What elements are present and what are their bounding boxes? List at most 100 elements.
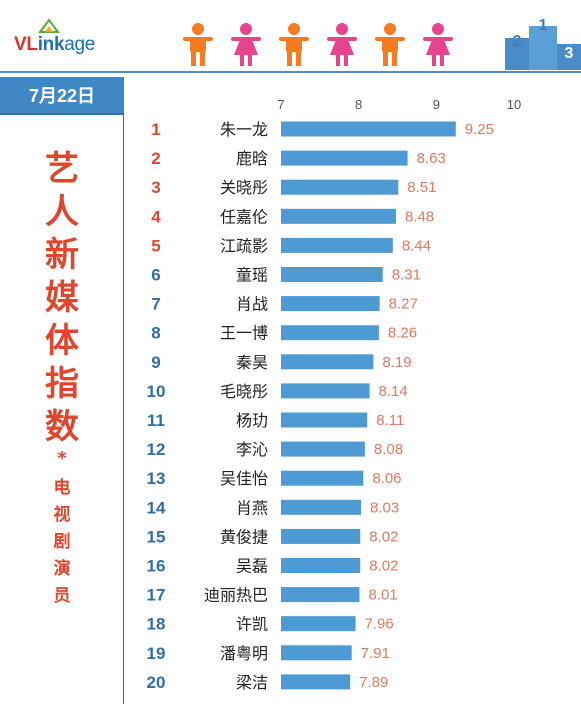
bar [281, 441, 365, 457]
data-label: 8.06 [372, 470, 401, 487]
data-label: 8.44 [402, 237, 431, 254]
data-label: 7.89 [359, 674, 388, 691]
rank-label: 9 [151, 353, 160, 372]
title-char: 人 [45, 192, 79, 232]
data-label: 8.26 [388, 325, 417, 342]
logo-mark-icon [38, 18, 60, 33]
title-star: * [57, 448, 67, 469]
data-label: 8.51 [407, 179, 436, 196]
podium-label-1: 1 [539, 17, 548, 34]
rank-label: 5 [151, 236, 160, 255]
category-label: 任嘉伦 [220, 207, 268, 226]
side-panel [0, 113, 124, 704]
data-label: 8.02 [369, 558, 398, 575]
data-label: 8.48 [405, 208, 434, 225]
x-tick-label: 10 [507, 97, 521, 112]
icon-head [192, 23, 204, 35]
data-label: 8.27 [389, 296, 418, 313]
rank-label: 15 [147, 527, 166, 546]
subtitle-char: 演 [53, 559, 71, 579]
rank-label: 16 [147, 557, 166, 576]
rank-label: 10 [147, 382, 166, 401]
icon-leg [336, 54, 340, 66]
icon-leg [383, 51, 388, 66]
bar [281, 208, 396, 224]
rank-label: 11 [147, 411, 165, 430]
data-label: 8.11 [376, 412, 404, 429]
category-label: 朱一龙 [220, 120, 268, 139]
bar [281, 587, 360, 603]
podium-icon: 2 1 3 [505, 17, 581, 70]
category-label: 梁洁 [236, 673, 268, 692]
subtitle-char: 电 [53, 478, 71, 498]
logo-part-1: VL [14, 34, 38, 55]
bar [281, 383, 370, 399]
data-label: 8.63 [417, 150, 446, 167]
icon-leg [296, 51, 301, 66]
category-label: 童瑶 [236, 266, 268, 285]
category-label: 许凯 [236, 615, 268, 634]
category-label: 迪丽热巴 [204, 586, 268, 605]
rank-label: 12 [147, 440, 166, 459]
bar [281, 528, 361, 544]
subtitle-char: 视 [53, 505, 71, 525]
icon-leg [287, 51, 292, 66]
data-label: 9.25 [465, 121, 494, 138]
data-label: 8.08 [374, 441, 403, 458]
rank-label: 7 [151, 295, 160, 314]
data-label: 8.31 [392, 267, 421, 284]
category-label: 杨玏 [236, 411, 268, 430]
icon-leg [432, 54, 436, 66]
icon-arms [423, 37, 453, 41]
icon-arms [327, 37, 357, 41]
icon-arms [183, 37, 213, 41]
icon-arms [231, 37, 261, 41]
data-label: 7.91 [361, 645, 390, 662]
icon-leg [248, 54, 252, 66]
category-label: 黄俊捷 [220, 527, 268, 546]
male-icon [279, 23, 309, 66]
bar [281, 558, 361, 573]
data-label: 8.03 [370, 499, 399, 516]
people-icons [183, 23, 453, 66]
bar [281, 645, 352, 661]
icon-head [432, 23, 444, 35]
icon-dress [426, 37, 450, 55]
rank-label: 14 [147, 498, 166, 517]
rank-label: 17 [147, 586, 166, 605]
male-icon [183, 23, 213, 66]
icon-leg [440, 54, 444, 66]
icon-head [240, 23, 252, 35]
bar [281, 150, 408, 166]
category-label: 李沁 [236, 440, 268, 459]
category-label: 鹿晗 [236, 149, 268, 168]
category-label: 王一博 [220, 324, 268, 343]
rank-label: 1 [151, 120, 160, 139]
bar [281, 499, 361, 515]
icon-leg [191, 51, 196, 66]
title-char: 新 [45, 235, 79, 275]
bar [281, 121, 456, 137]
icon-dress [234, 37, 258, 55]
subtitle-char: 剧 [53, 532, 71, 552]
rank-label: 20 [147, 673, 166, 692]
data-label: 8.02 [369, 528, 398, 545]
category-label: 吴佳怡 [220, 469, 268, 488]
x-tick-label: 9 [433, 97, 440, 112]
bar [281, 470, 364, 486]
category-label: 秦昊 [236, 353, 268, 372]
category-label: 肖燕 [236, 498, 268, 517]
subtitle-char: 员 [53, 586, 71, 606]
podium-label-2: 2 [513, 33, 522, 50]
data-label: 7.96 [365, 616, 394, 633]
vlinkage-logo: VLinkage [14, 34, 95, 56]
category-label: 江疏影 [220, 236, 268, 255]
chart-title: 艺 人 新 媒 体 指 数 * 电 视 剧 演 员 [0, 148, 124, 610]
icon-leg [240, 54, 244, 66]
title-char: 艺 [45, 149, 79, 189]
data-label: 8.01 [368, 587, 397, 604]
icon-arms [279, 37, 309, 41]
rank-label: 2 [151, 149, 160, 168]
x-tick-label: 8 [355, 97, 362, 112]
